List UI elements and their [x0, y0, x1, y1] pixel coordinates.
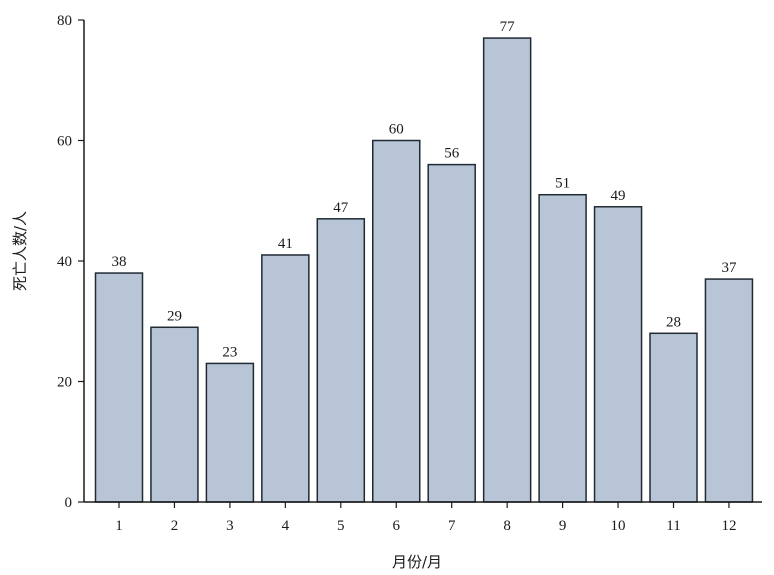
x-tick-label-3: 3: [226, 518, 234, 534]
x-tick-label-1: 1: [115, 518, 123, 534]
data-label-8: 77: [500, 19, 516, 35]
x-tick-label-4: 4: [282, 518, 290, 534]
data-label-9: 51: [555, 176, 570, 192]
bar-9: [538, 193, 587, 503]
y-tick-label-20: 20: [57, 375, 72, 391]
bar-10: [593, 206, 643, 503]
data-label-6: 60: [389, 122, 404, 138]
x-tick-label-11: 11: [666, 518, 680, 534]
x-tick-label-8: 8: [503, 518, 511, 534]
x-axis-title: 月份/月: [392, 553, 442, 571]
bar-2: [150, 326, 199, 503]
y-ticks-layer: 0 20 40 60 80: [57, 13, 84, 511]
data-label-11: 28: [666, 314, 681, 330]
x-tick-label-2: 2: [171, 518, 179, 534]
bar-1: [94, 272, 144, 503]
bars-layer: [94, 37, 754, 503]
x-tick-label-12: 12: [721, 518, 736, 534]
bar-8: [482, 37, 532, 503]
bar-4: [261, 254, 310, 503]
y-tick-label-0: 0: [65, 495, 73, 511]
y-axis-title: 死亡人数/人: [11, 211, 29, 291]
data-label-12: 37: [721, 260, 737, 276]
x-ticks-layer: 1 2 3 4 5 6 7 8 9 10 11 12: [115, 502, 736, 534]
bar-11: [649, 332, 698, 503]
data-label-10: 49: [611, 188, 626, 204]
x-tick-label-5: 5: [337, 518, 345, 534]
bar-5: [316, 218, 366, 503]
x-tick-label-10: 10: [611, 518, 626, 534]
x-tick-label-9: 9: [559, 518, 567, 534]
y-tick-label-40: 40: [57, 254, 72, 270]
data-label-3: 23: [222, 344, 237, 360]
y-tick-label-60: 60: [57, 134, 72, 150]
data-label-5: 47: [333, 200, 349, 216]
bar-6: [372, 139, 421, 503]
data-label-7: 56: [444, 146, 460, 162]
bar-3: [205, 362, 255, 503]
x-tick-label-7: 7: [448, 518, 456, 534]
data-label-4: 41: [278, 236, 293, 252]
x-tick-label-6: 6: [393, 518, 401, 534]
data-labels-layer: 38 29 23 41 47 60 56 77 51 49 28 37: [112, 19, 737, 360]
data-label-1: 38: [112, 254, 127, 270]
bar-12: [704, 278, 754, 503]
bar-7: [427, 163, 476, 503]
data-label-2: 29: [167, 308, 182, 324]
y-tick-label-80: 80: [57, 13, 72, 29]
